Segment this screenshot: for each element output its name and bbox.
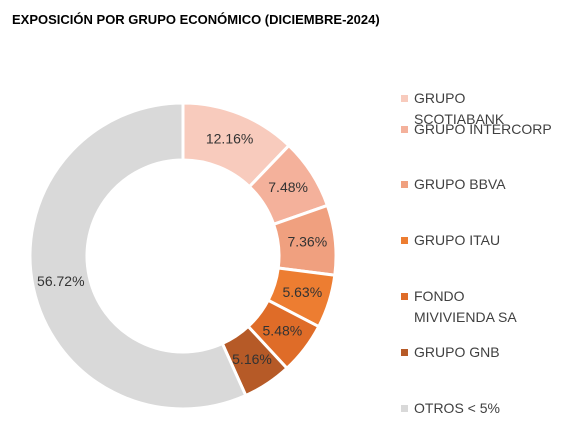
legend-item: FONDO MIVIVIENDA SA <box>401 286 521 328</box>
legend-item: GRUPO ITAU <box>401 230 500 251</box>
legend-label: GRUPO GNB <box>414 344 500 360</box>
legend-label: GRUPO SCOTIABANK <box>414 90 505 127</box>
data-label: 7.36% <box>287 234 327 250</box>
legend-item: GRUPO GNB <box>401 342 500 363</box>
donut-slice <box>28 101 248 411</box>
legend-item: OTROS < 5% <box>401 398 500 419</box>
legend-item: GRUPO INTERCORP <box>401 119 552 140</box>
chart-title: EXPOSICIÓN POR GRUPO ECONÓMICO (DICIEMBR… <box>12 12 380 27</box>
legend-swatch <box>401 95 408 102</box>
legend-label: GRUPO INTERCORP <box>414 121 552 137</box>
legend-label: FONDO MIVIVIENDA SA <box>414 288 517 325</box>
legend-item: GRUPO SCOTIABANK <box>401 88 521 130</box>
data-label: 7.48% <box>268 179 308 195</box>
legend-swatch <box>401 293 408 300</box>
legend-swatch <box>401 405 408 412</box>
legend-swatch <box>401 349 408 356</box>
legend-swatch <box>401 181 408 188</box>
legend-label: OTROS < 5% <box>414 400 500 416</box>
legend-item: GRUPO BBVA <box>401 174 506 195</box>
legend-label: GRUPO ITAU <box>414 232 501 248</box>
legend-label: GRUPO BBVA <box>414 176 506 192</box>
legend-swatch <box>401 126 408 133</box>
data-label: 5.63% <box>282 284 322 300</box>
data-label: 5.48% <box>263 323 303 339</box>
data-label: 56.72% <box>37 273 84 289</box>
data-label: 5.16% <box>232 351 272 367</box>
legend-swatch <box>401 237 408 244</box>
data-label: 12.16% <box>206 131 253 147</box>
